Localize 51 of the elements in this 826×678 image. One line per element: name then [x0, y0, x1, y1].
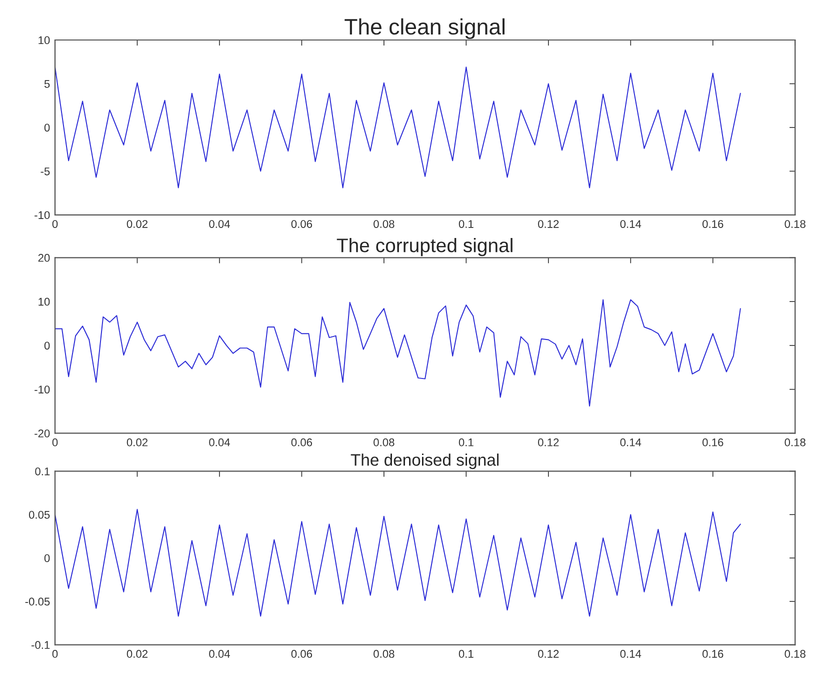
- x-tick-label: 0.04: [209, 438, 230, 446]
- x-tick-label: 0.06: [291, 220, 312, 228]
- x-tick-label: 0.18: [784, 650, 806, 658]
- y-tick-label: -10: [34, 386, 50, 394]
- y-tick-label: 0.1: [35, 467, 50, 476]
- x-tick-label: 0.14: [620, 438, 642, 446]
- x-tick-label: 0.12: [538, 438, 559, 446]
- x-tick-label: 0.1: [458, 650, 474, 658]
- y-tick-label: 20: [38, 254, 50, 262]
- x-tick-label: 0.14: [620, 220, 642, 228]
- line-series: [55, 66, 741, 188]
- x-tick-label: 0.16: [702, 438, 724, 446]
- x-tick-label: 0.04: [209, 220, 230, 228]
- y-tick-label: 0.05: [28, 510, 50, 519]
- y-tick-label: -5: [40, 168, 50, 176]
- x-tick-label: 0.1: [458, 438, 474, 446]
- x-tick-label: 0.04: [209, 650, 230, 658]
- y-tick-label: -0.1: [32, 641, 50, 649]
- x-tick-label: 0.02: [126, 650, 148, 658]
- x-tick-label: 0.08: [374, 650, 394, 658]
- x-tick-label: 0.08: [374, 438, 394, 446]
- x-tick-label: 0.06: [291, 438, 312, 446]
- x-tick-label: 0.16: [702, 220, 724, 228]
- x-tick-label: 0.02: [126, 220, 148, 228]
- x-tick-label: 0.02: [126, 438, 148, 446]
- y-tick-label: 10: [38, 298, 50, 306]
- x-tick-label: 0.16: [702, 650, 724, 658]
- y-tick-label: 0: [44, 554, 50, 562]
- x-tick-label: 0.1: [458, 220, 474, 228]
- chart-title: The clean signal: [344, 18, 504, 40]
- chart-title: The denoised signal: [350, 454, 499, 470]
- y-tick-label: 0: [44, 342, 50, 350]
- y-tick-label: 10: [38, 36, 50, 44]
- x-tick-label: 0.18: [784, 220, 806, 228]
- x-tick-label: 0.06: [291, 650, 312, 658]
- chart-title: The corrupted signal: [336, 238, 512, 256]
- y-tick-label: -10: [34, 211, 50, 220]
- x-tick-label: 0: [52, 220, 58, 228]
- x-tick-label: 0: [52, 438, 58, 446]
- x-tick-label: 0.18: [784, 438, 806, 446]
- x-tick-label: 0.12: [538, 220, 559, 228]
- line-series: [55, 299, 741, 407]
- y-tick-label: 0: [44, 124, 50, 132]
- y-tick-label: -20: [34, 430, 50, 438]
- y-tick-label: 5: [44, 80, 50, 88]
- x-tick-label: 0.08: [374, 220, 394, 228]
- x-tick-label: 0.14: [620, 650, 642, 658]
- x-tick-label: 0: [52, 650, 58, 658]
- line-series: [55, 508, 741, 617]
- x-tick-label: 0.12: [538, 650, 559, 658]
- y-tick-label: -0.05: [25, 598, 50, 606]
